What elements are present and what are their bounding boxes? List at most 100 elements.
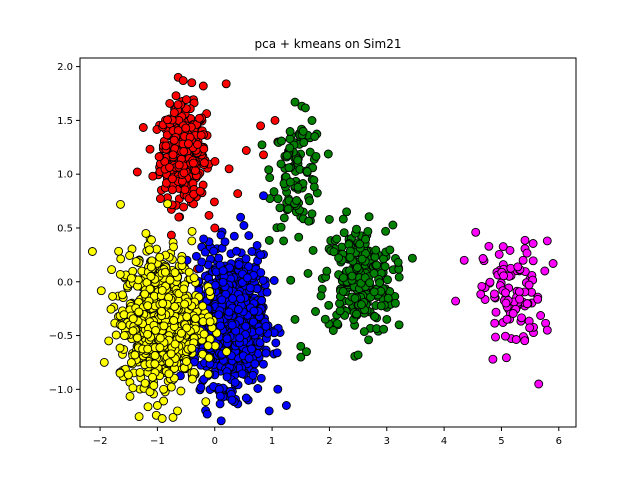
data-point (471, 227, 481, 237)
data-point (167, 185, 177, 195)
data-point (204, 210, 214, 220)
data-point (155, 194, 165, 204)
data-point (370, 312, 380, 322)
data-point (338, 286, 348, 296)
data-point (180, 185, 190, 195)
data-point (536, 311, 546, 320)
data-point (114, 246, 124, 256)
data-point (490, 318, 500, 328)
data-point (239, 221, 249, 230)
data-point (128, 383, 138, 393)
data-point (270, 115, 280, 125)
data-point (256, 250, 266, 260)
data-point (173, 100, 183, 110)
data-point (234, 260, 244, 270)
y-tick-label: 1.0 (57, 170, 73, 181)
data-point (352, 309, 361, 319)
data-point (143, 329, 153, 339)
data-point (501, 353, 511, 363)
data-point (116, 254, 126, 264)
data-point (382, 314, 392, 324)
data-point (500, 331, 510, 341)
data-point (394, 272, 404, 282)
data-point (163, 115, 172, 125)
data-point (252, 240, 262, 250)
data-point (357, 254, 367, 264)
data-point (168, 412, 178, 422)
data-point (216, 230, 226, 240)
data-point (269, 187, 279, 197)
data-point (261, 321, 271, 331)
data-point (179, 202, 189, 212)
data-point (126, 358, 136, 368)
data-point (478, 254, 488, 263)
data-point (147, 235, 156, 245)
data-point (159, 396, 169, 406)
data-point (140, 378, 150, 388)
data-point (256, 268, 266, 278)
data-point (132, 333, 142, 343)
data-point (180, 299, 190, 309)
data-point (146, 262, 156, 272)
data-point (259, 150, 268, 160)
data-point (257, 296, 267, 305)
data-point (96, 286, 106, 296)
data-point (277, 136, 286, 146)
data-point (355, 239, 365, 249)
data-point (279, 213, 289, 223)
data-point (166, 349, 176, 359)
data-point (171, 91, 181, 101)
data-point (117, 321, 127, 331)
data-point (292, 196, 302, 205)
data-point (494, 249, 504, 259)
x-tick-label: 1 (269, 436, 275, 447)
data-point (269, 276, 279, 285)
y-tick-label: 2.0 (57, 62, 73, 73)
data-point (108, 291, 118, 301)
data-point (304, 216, 314, 226)
data-point (518, 255, 528, 265)
data-point (342, 207, 352, 217)
data-point (188, 158, 198, 168)
data-point (104, 336, 114, 346)
data-point (459, 255, 469, 265)
data-point (244, 353, 254, 363)
data-point (187, 343, 197, 353)
data-point (126, 273, 136, 283)
data-point (210, 156, 220, 166)
data-point (216, 321, 225, 331)
data-point (130, 350, 140, 360)
data-point (302, 167, 312, 177)
data-point (364, 212, 374, 222)
data-point (258, 275, 268, 285)
data-point (174, 160, 184, 170)
data-point (380, 262, 390, 271)
series-2 (451, 227, 558, 389)
data-point (290, 314, 300, 324)
data-point (520, 336, 530, 346)
data-point (364, 335, 374, 345)
data-point (522, 299, 532, 309)
data-point (307, 209, 317, 219)
data-point (159, 321, 169, 331)
data-point (250, 359, 260, 369)
data-point (371, 245, 381, 255)
data-point (505, 245, 515, 255)
data-point (150, 351, 160, 360)
data-point (394, 320, 404, 330)
data-point (515, 294, 525, 304)
x-tick-label: 2 (326, 436, 332, 447)
x-tick-label: 6 (556, 436, 562, 447)
data-point (375, 278, 385, 288)
data-point (179, 168, 189, 178)
y-tick-label: 1.5 (57, 116, 73, 127)
x-tick-label: 3 (384, 436, 390, 447)
data-point (296, 341, 306, 351)
data-point (198, 301, 208, 311)
data-point (489, 289, 499, 299)
data-point (203, 369, 213, 379)
data-point (181, 123, 191, 133)
data-point (359, 327, 369, 337)
x-tick-label: 4 (441, 436, 447, 447)
data-point (115, 368, 125, 378)
